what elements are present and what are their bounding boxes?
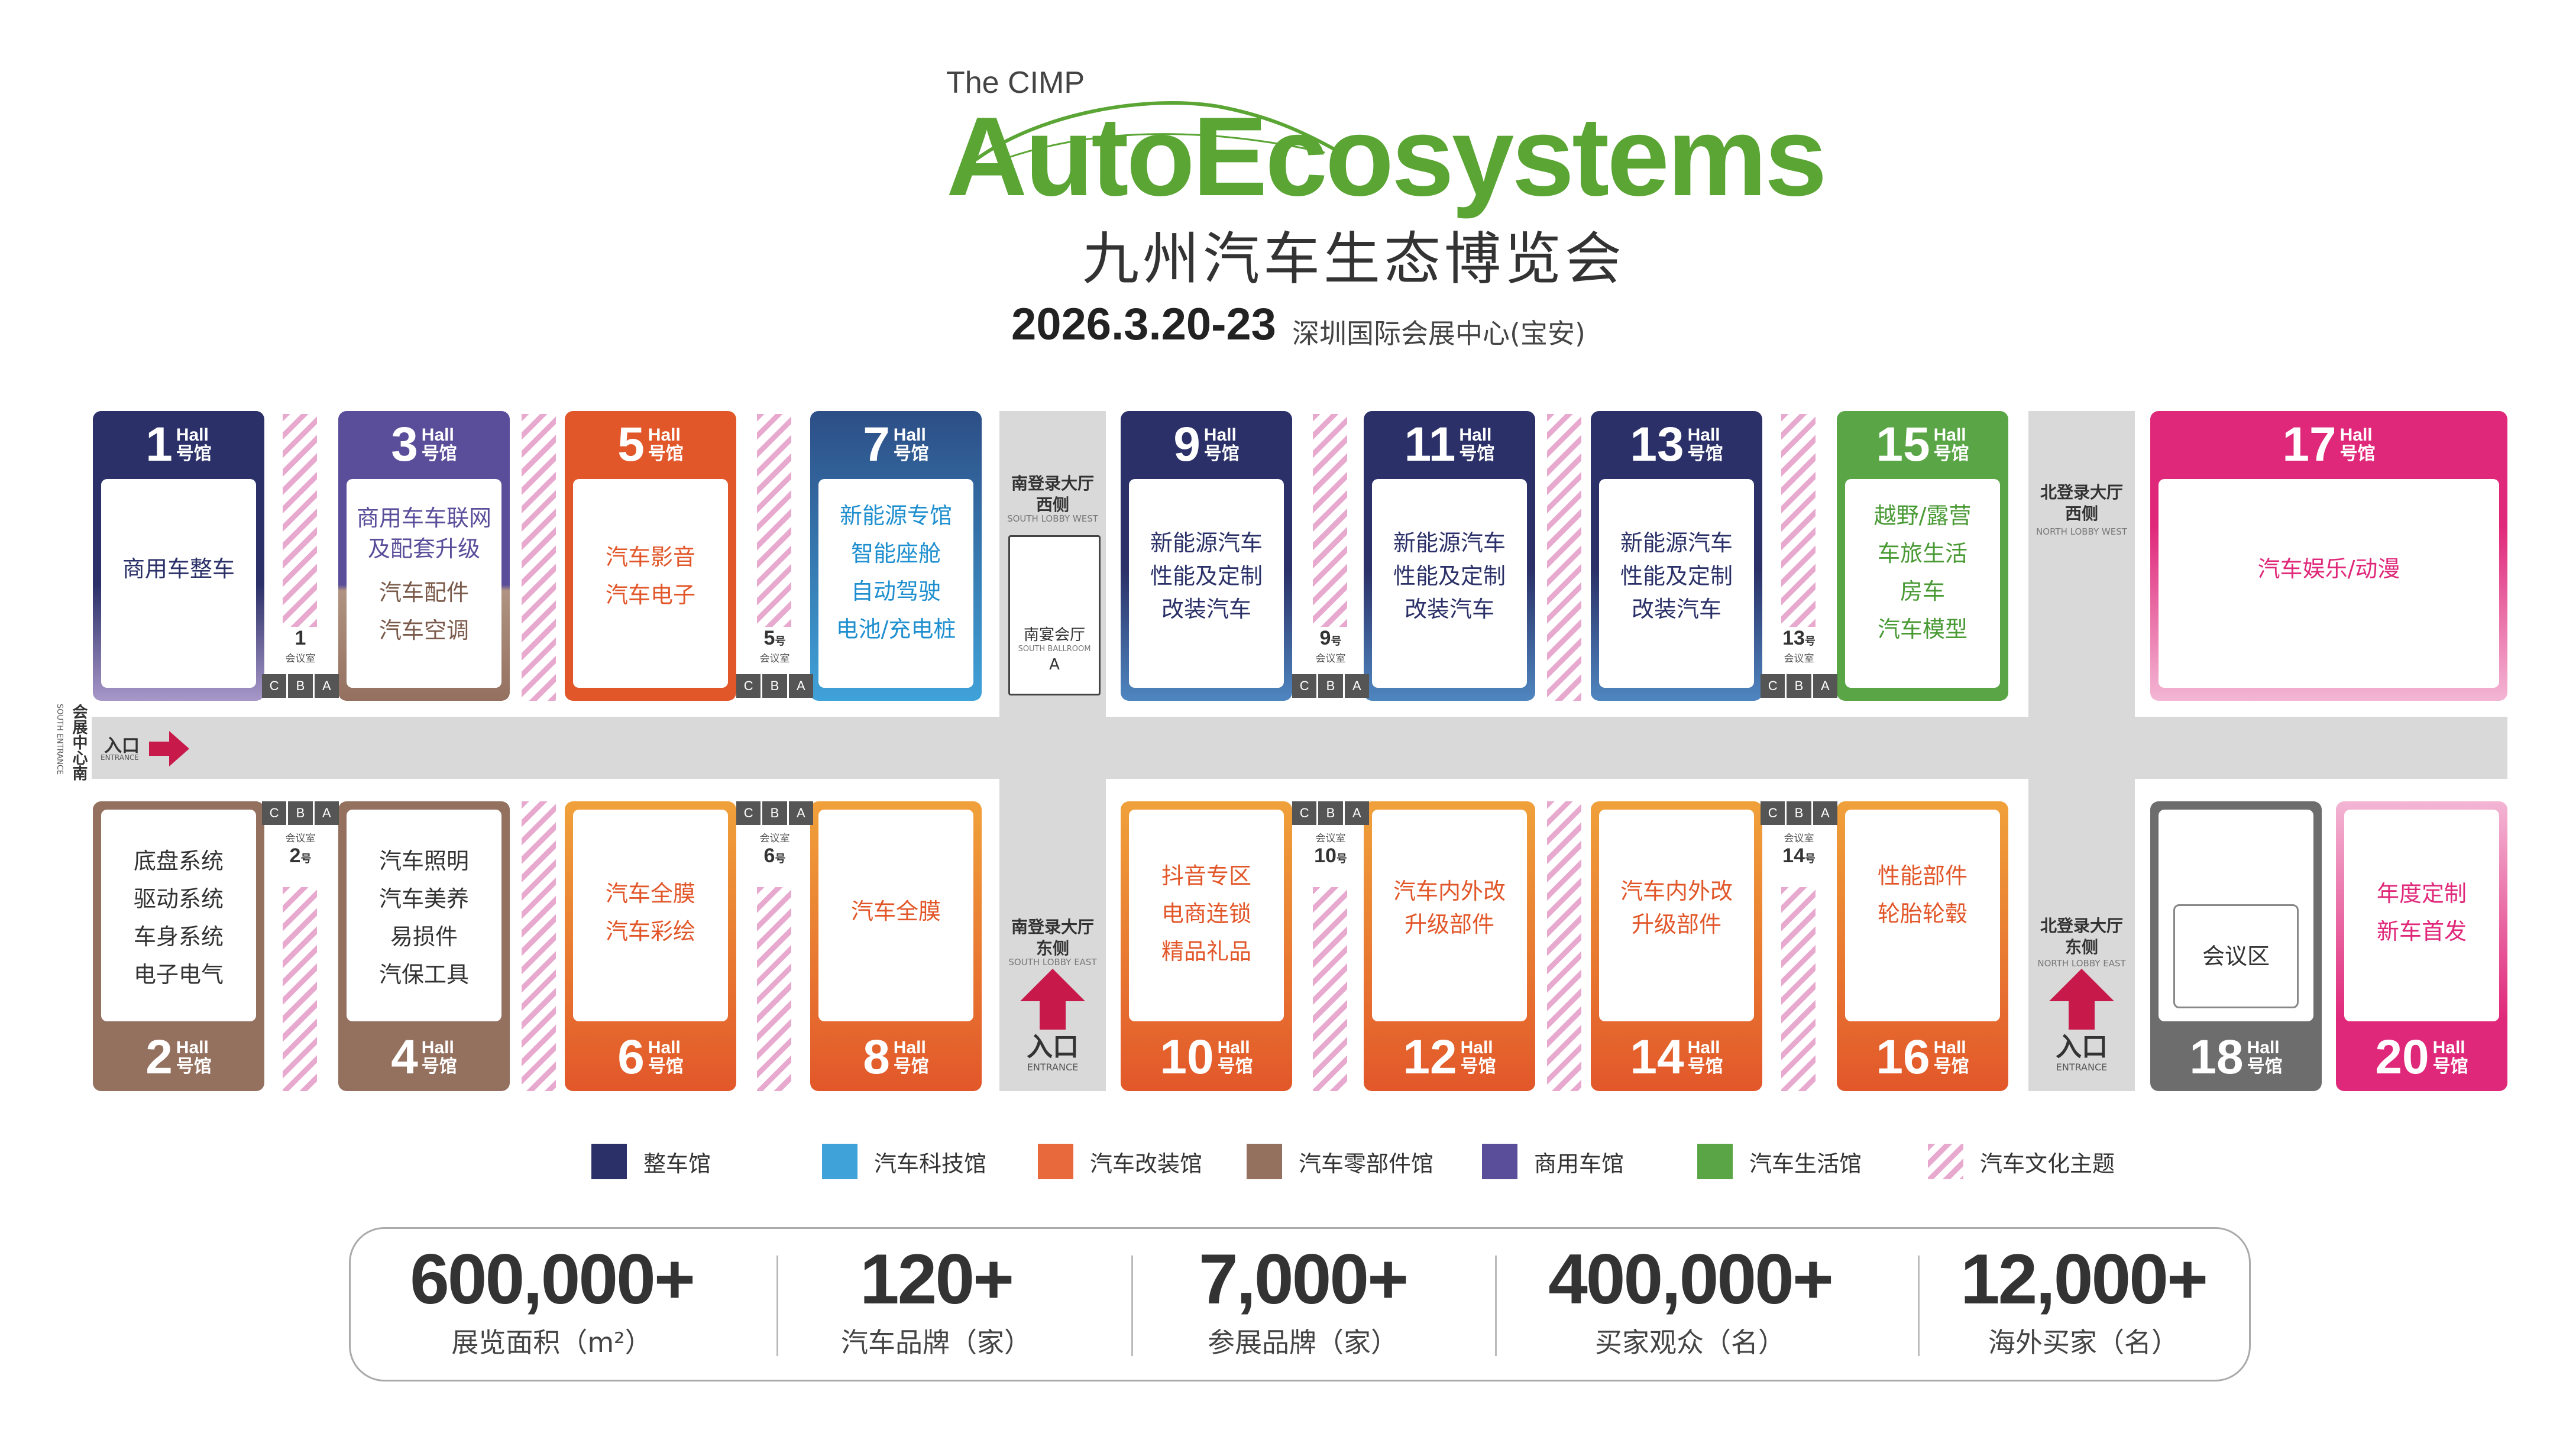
- legend-item: 汽车零部件馆: [1247, 1143, 1433, 1180]
- hall-13[interactable]: 13 Hall 号馆 新能源汽车 性能及定制 改装汽车: [1591, 411, 1762, 701]
- culture-zone: [522, 801, 556, 1091]
- north-lobby-east-label: 北登录大厅 东侧: [2040, 916, 2123, 957]
- hall-1[interactable]: 1 Hall 号馆 商用车整车: [93, 411, 264, 701]
- hall-4[interactable]: 汽车照明 汽车美养 易损件 汽保工具 4 Hall 号馆: [338, 801, 510, 1091]
- up-arrow-icon: [1020, 969, 1085, 1030]
- culture-zone: [522, 414, 556, 701]
- car-swoosh-icon: [975, 101, 1344, 161]
- hall-15[interactable]: 15 Hall 号馆 越野/露营 车旅生活 房车 汽车模型: [1837, 411, 2008, 701]
- south-ballroom[interactable]: 南宴会厅 SOUTH BALLROOM A: [1008, 535, 1101, 695]
- stat-overseas-buyers: 12,000+ 海外买家（名）: [1960, 1240, 2208, 1358]
- legend-item: 汽车改装馆: [1038, 1143, 1202, 1180]
- south-entrance-en: SOUTH ENTRANCE: [55, 704, 64, 775]
- legend-item: 汽车生活馆: [1697, 1143, 1862, 1180]
- north-lobby-west-en: NORTH LOBBY WEST: [2036, 526, 2127, 537]
- hall-11[interactable]: 11 Hall 号馆 新能源汽车 性能及定制 改装汽车: [1364, 411, 1535, 701]
- hall-20[interactable]: 年度定制 新车首发 20 Hall 号馆: [2336, 801, 2507, 1091]
- hall-7[interactable]: 7 Hall 号馆 新能源专馆 智能座舱 自动驾驶 电池/充电桩: [810, 411, 982, 701]
- entrance-south-west[interactable]: 入口 ENTRANCE: [101, 729, 195, 770]
- hall-2[interactable]: 底盘系统 驱动系统 车身系统 电子电气 2 Hall 号馆: [93, 801, 264, 1091]
- culture-zone: [1781, 414, 1816, 627]
- entrance-south-east[interactable]: 入口 ENTRANCE: [999, 961, 1106, 1091]
- culture-zone: [283, 887, 317, 1091]
- culture-zone: [1781, 887, 1816, 1091]
- brand-small: The CIMP: [946, 66, 1085, 100]
- south-lobby-east-label: 南登录大厅 东侧: [1011, 917, 1094, 958]
- entrance-north-east[interactable]: 入口 ENTRANCE: [2028, 961, 2135, 1091]
- brand-logo: AutoEcosystems: [946, 94, 1827, 219]
- culture-zone: [1547, 801, 1581, 1091]
- up-arrow-icon: [2049, 969, 2114, 1030]
- header: The CIMP AutoEcosystems 九州汽车生态博览会 2026.3…: [0, 0, 2550, 367]
- hall-17[interactable]: 17 Hall 号馆 汽车娱乐/动漫: [2150, 411, 2507, 701]
- hall-9[interactable]: 9 Hall 号馆 新能源汽车 性能及定制 改装汽车: [1121, 411, 1292, 701]
- hall-8[interactable]: 汽车全膜 8 Hall 号馆: [810, 801, 982, 1091]
- north-lobby-east: [2028, 778, 2135, 1091]
- culture-zone: [1547, 414, 1581, 701]
- main-corridor: [92, 717, 2507, 779]
- stats-panel: 600,000+ 展览面积（m²） 120+ 汽车品牌（家） 7,000+ 参展品牌（…: [349, 1227, 2251, 1381]
- south-lobby-east: [999, 778, 1106, 1091]
- legend-item: 汽车科技馆: [822, 1143, 986, 1180]
- stat-area: 600,000+ 展览面积（m²）: [410, 1240, 695, 1358]
- culture-zone: [1313, 887, 1347, 1091]
- right-arrow-icon: [149, 731, 189, 766]
- event-date: 2026.3.20-23: [1011, 299, 1276, 350]
- north-lobby-east-en: NORTH LOBBY EAST: [2037, 958, 2126, 969]
- culture-zone: [757, 414, 791, 627]
- hall-18[interactable]: 会议区 18 Hall 号馆: [2150, 801, 2322, 1091]
- stat-car-brands: 120+ 汽车品牌（家）: [841, 1240, 1031, 1358]
- stat-exhibitor-brands: 7,000+ 参展品牌（家）: [1198, 1240, 1409, 1358]
- hall-number: 1: [145, 418, 173, 471]
- legend-item: 商用车馆: [1482, 1143, 1624, 1180]
- hall-6[interactable]: 汽车全膜 汽车彩绘 6 Hall 号馆: [565, 801, 736, 1091]
- culture-zone: [757, 887, 791, 1091]
- south-entrance-label: 会展中心南: [70, 704, 88, 781]
- event-venue: 深圳国际会展中心(宝安): [1292, 318, 1585, 350]
- hall-10[interactable]: 抖音专区 电商连锁 精品礼品 10 Hall 号馆: [1121, 801, 1292, 1091]
- hall-exhibit: 商用车整车: [122, 556, 235, 582]
- north-lobby-west: [2028, 411, 2135, 719]
- culture-zone: [283, 414, 317, 627]
- hall-5[interactable]: 5 Hall 号馆 汽车影音 汽车电子: [565, 411, 736, 701]
- north-lobby-west-label: 北登录大厅 西侧: [2040, 483, 2123, 523]
- meeting-area: 会议区: [2173, 904, 2299, 1008]
- hall-3[interactable]: 3 Hall 号馆 商用车车联网 及配套升级 汽车配件 汽车空调: [338, 411, 510, 701]
- hall-16[interactable]: 性能部件 轮胎轮毂 16 Hall 号馆: [1837, 801, 2008, 1091]
- culture-zone: [1313, 414, 1347, 627]
- legend-item: 汽车文化主题: [1928, 1143, 2115, 1180]
- brand-chinese-name: 九州汽车生态博览会: [1082, 226, 1625, 292]
- south-lobby-west-label: 南登录大厅 西侧: [1011, 474, 1094, 515]
- stat-visitors: 400,000+ 买家观众（名）: [1548, 1240, 1834, 1358]
- legend-item: 整车馆: [591, 1143, 711, 1180]
- hall-14[interactable]: 汽车内外改 升级部件 14 Hall 号馆: [1591, 801, 1762, 1091]
- south-lobby-east-en: SOUTH LOBBY EAST: [1008, 957, 1097, 968]
- south-lobby-west-en: SOUTH LOBBY WEST: [1007, 513, 1098, 524]
- hall-12[interactable]: 汽车内外改 升级部件 12 Hall 号馆: [1364, 801, 1535, 1091]
